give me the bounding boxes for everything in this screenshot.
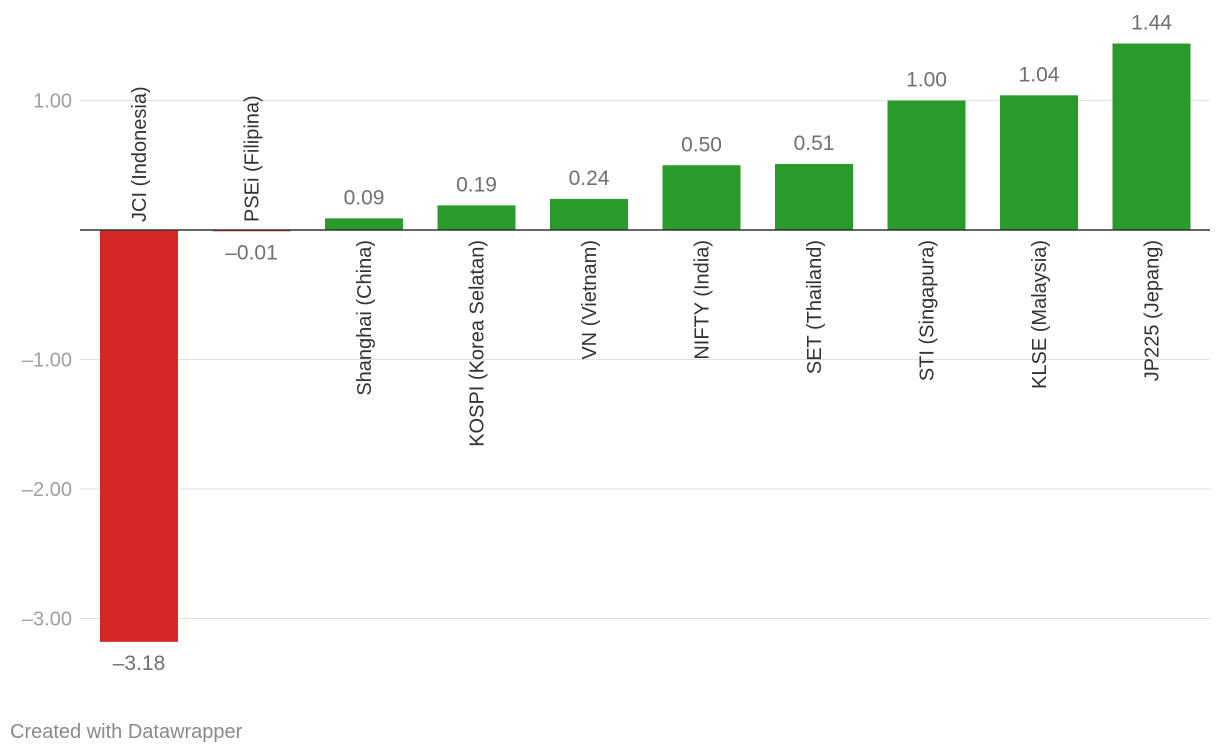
category-label: Shanghai (China) [354,240,376,396]
bar [1112,43,1191,230]
value-label: 0.09 [344,186,385,209]
value-label: 1.44 [1131,12,1172,35]
category-label: VN (Vietnam) [579,240,601,360]
category-label: JP225 (Jepang) [1142,240,1164,381]
value-label: 1.04 [1019,63,1060,86]
value-label: 1.00 [906,69,947,92]
value-label: –3.18 [113,652,166,675]
bar [1000,95,1078,230]
bar [662,165,741,230]
bar [325,218,403,230]
bar [887,100,966,230]
datawrapper-credit: Created with Datawrapper [10,721,243,743]
category-label: SET (Thailand) [804,240,826,374]
category-label: STI (Singapura) [917,240,939,381]
bar [100,230,178,642]
value-label: 0.24 [569,167,610,190]
value-label: –0.01 [225,241,278,264]
y-tick-label: –3.00 [22,609,72,631]
bar [550,198,628,230]
category-label: KLSE (Malaysia) [1029,240,1051,389]
value-label: 0.51 [794,132,835,155]
y-tick-label: 1.00 [33,91,72,113]
value-label: 0.50 [681,133,722,156]
bar [775,163,853,230]
category-label: JCI (Indonesia) [129,86,151,222]
y-tick-label: –2.00 [22,479,72,501]
category-label: NIFTY (India) [692,240,714,360]
category-label: PSEi (Filipina) [242,95,264,222]
bar [437,205,516,230]
value-label: 0.19 [456,173,497,196]
y-tick-label: –1.00 [22,350,72,372]
category-label: KOSPI (Korea Selatan) [467,240,489,447]
